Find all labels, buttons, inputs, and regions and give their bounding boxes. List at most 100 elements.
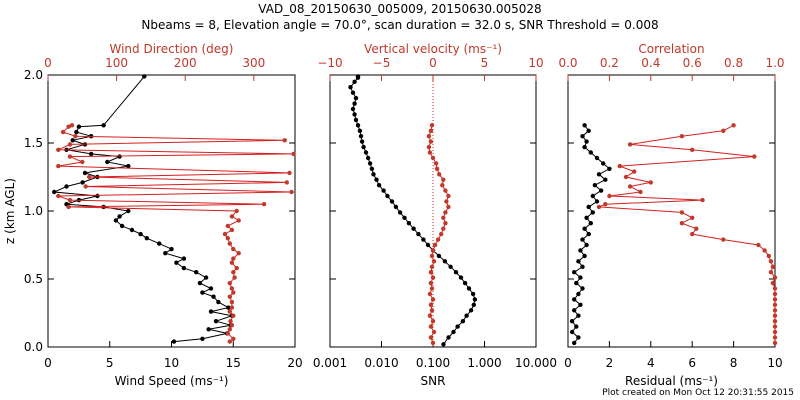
- snr-snr-point: [369, 166, 375, 171]
- wind-wind-speed-point: [211, 294, 216, 299]
- snr-vertical-velocity-point: [427, 313, 433, 318]
- wind-wind-direction-point: [227, 309, 232, 314]
- snr-snr-point: [381, 188, 386, 193]
- snr-snr-point: [389, 199, 395, 204]
- wind-wind-direction-point: [229, 305, 235, 310]
- wind-wind-speed-point: [70, 138, 75, 143]
- wind-wind-direction-line: [58, 124, 294, 342]
- residual-residual-point: [574, 324, 579, 329]
- wind-wind-direction-point: [227, 327, 232, 332]
- residual-correlation-point: [772, 335, 778, 340]
- snr-snr-point: [348, 85, 353, 90]
- wind-wind-direction-point: [222, 231, 228, 237]
- snr-vertical-velocity-point: [429, 123, 435, 128]
- wind-wind-direction-point: [261, 202, 267, 207]
- snr-vertical-velocity-point: [440, 183, 445, 188]
- snr-snr-point: [350, 106, 356, 112]
- snr-top-tick-label: −10: [317, 56, 342, 70]
- residual-residual-point: [572, 270, 577, 275]
- wind-wind-speed-point: [126, 163, 131, 169]
- residual-residual-point: [580, 237, 585, 242]
- y-tick-label: 0.0: [24, 340, 43, 354]
- wind-wind-direction-point: [236, 251, 241, 256]
- residual-residual-point: [590, 193, 595, 199]
- residual-correlation-point: [603, 202, 608, 207]
- wind-wind-direction-point: [284, 180, 289, 185]
- residual-x-tick-label: 4: [647, 356, 655, 370]
- snr-vertical-velocity-point: [430, 248, 436, 253]
- wind-wind-speed-point: [80, 180, 85, 185]
- snr-top-axis-label: Vertical velocity (ms⁻¹): [364, 42, 502, 56]
- snr-vertical-velocity-point: [430, 155, 436, 161]
- residual-correlation-point: [772, 324, 778, 329]
- residual-top-tick-label: 0.0: [558, 56, 577, 70]
- snr-snr-point: [397, 210, 403, 215]
- residual-correlation-point: [731, 123, 736, 128]
- wind-wind-speed-point: [181, 256, 187, 261]
- residual-plot-frame: [567, 74, 776, 348]
- residual-residual-point: [576, 259, 581, 264]
- snr-snr-point: [470, 291, 476, 297]
- y-tick-label: 1.5: [24, 136, 43, 150]
- residual-correlation-point: [772, 329, 778, 335]
- snr-x-tick-label: 10.000: [515, 356, 557, 370]
- y-tick-label: 1.0: [24, 204, 43, 218]
- wind-top-tick-label: 0: [44, 56, 52, 70]
- residual-residual-point: [582, 226, 587, 231]
- wind-wind-speed-point: [200, 336, 205, 341]
- residual-residual-point: [576, 335, 581, 340]
- residual-correlation-point: [607, 193, 612, 199]
- wind-wind-speed-point: [163, 251, 168, 256]
- wind-wind-speed-point: [208, 309, 214, 314]
- residual-correlation-point: [770, 264, 776, 269]
- wind-wind-speed-point: [206, 327, 211, 332]
- wind-wind-direction-point: [229, 286, 235, 291]
- wind-wind-speed-point: [89, 151, 94, 157]
- snr-snr-point: [446, 335, 451, 340]
- wind-wind-direction-point: [69, 123, 75, 128]
- residual-residual-point: [582, 144, 587, 150]
- snr-top-tick-label: 5: [481, 56, 489, 70]
- residual-correlation-point: [632, 169, 637, 174]
- snr-snr-point: [393, 204, 399, 210]
- y-axis-label: z (km AGL): [3, 178, 17, 244]
- residual-residual-point: [584, 215, 589, 220]
- snr-snr-point: [460, 319, 466, 324]
- wind-x-tick-label: 10: [164, 356, 179, 370]
- wind-wind-direction-point: [282, 138, 287, 143]
- residual-top-axis-label: Correlation: [638, 42, 704, 56]
- residual-residual-point: [578, 275, 583, 280]
- snr-snr-point: [442, 259, 448, 264]
- snr-vertical-velocity-point: [430, 275, 436, 280]
- snr-top-tick-label: 0: [429, 56, 437, 70]
- residual-correlation-point: [772, 340, 778, 346]
- snr-snr-point: [357, 128, 363, 133]
- snr-snr-point: [352, 112, 357, 117]
- wind-wind-direction-point: [291, 151, 296, 157]
- residual-residual-point: [572, 308, 577, 313]
- residual-residual-point: [588, 221, 593, 226]
- wind-wind-speed-point: [157, 241, 162, 246]
- wind-wind-speed-point: [129, 227, 135, 233]
- residual-top-tick-label: 0.8: [724, 56, 743, 70]
- residual-correlation-point: [690, 147, 695, 152]
- residual-top-tick-label: 0.2: [600, 56, 619, 70]
- wind-wind-speed-point: [213, 319, 219, 324]
- snr-x-tick-label: 1.000: [467, 356, 501, 370]
- snr-snr-point: [359, 139, 365, 144]
- wind-wind-speed-point: [105, 159, 110, 165]
- snr-vertical-velocity-point: [441, 226, 446, 231]
- snr-vertical-velocity-point: [429, 308, 435, 313]
- residual-correlation-point: [627, 184, 633, 189]
- wind-wind-direction-point: [234, 208, 239, 214]
- wind-wind-direction-point: [229, 260, 235, 265]
- snr-vertical-velocity-point: [427, 291, 433, 297]
- wind-wind-speed-point: [117, 154, 122, 159]
- residual-residual-point: [586, 231, 591, 237]
- snr-vertical-velocity-point: [428, 128, 434, 133]
- residual-residual-point: [580, 134, 585, 139]
- snr-top-tick-label: 10: [528, 56, 543, 70]
- wind-wind-direction-point: [231, 246, 236, 252]
- wind-wind-speed-point: [126, 208, 131, 214]
